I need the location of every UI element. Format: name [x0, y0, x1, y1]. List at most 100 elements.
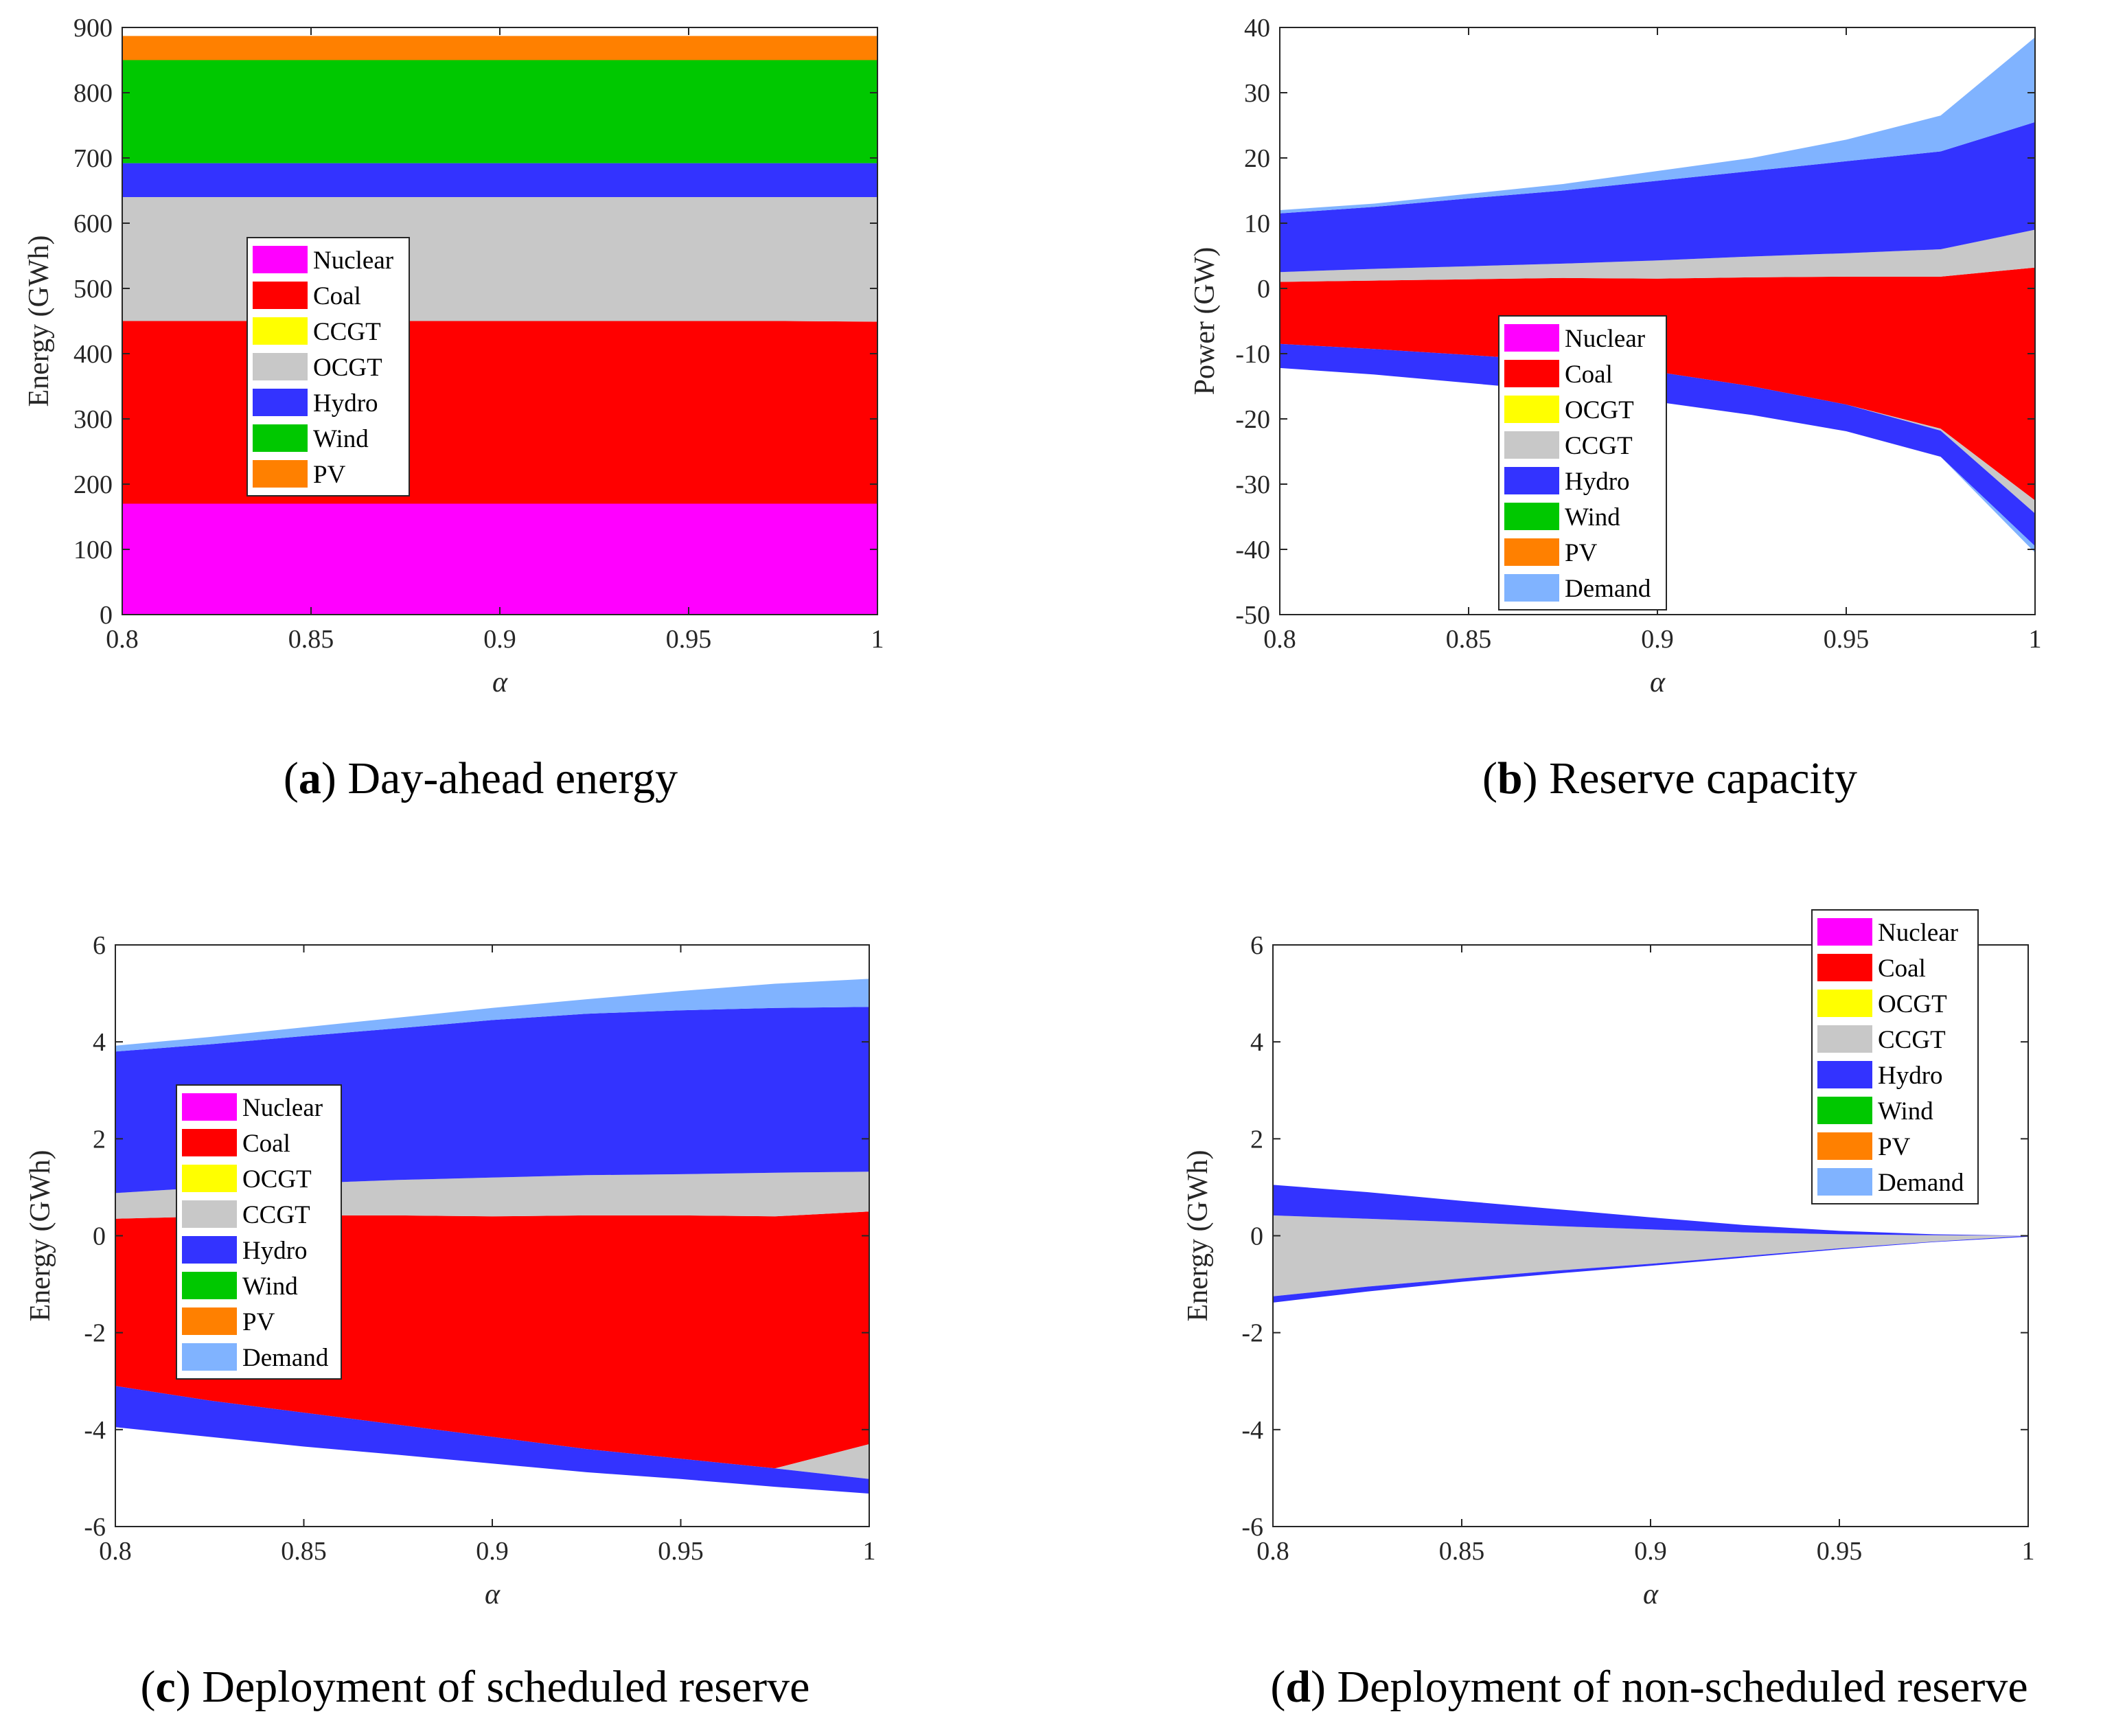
- legend: Nuclear Coal OCGT CCGT Hydro Wind PV Demand: [1498, 315, 1667, 610]
- y-tick-label: 300: [73, 405, 113, 434]
- y-tick-label: 20: [1244, 144, 1270, 173]
- x-axis-label: α: [485, 1579, 501, 1610]
- y-tick-label: -50: [1235, 601, 1270, 630]
- legend-label-ocgt: OCGT: [242, 1165, 312, 1194]
- x-tick-label: 0.95: [658, 1537, 704, 1566]
- legend-label-coal: Coal: [242, 1130, 290, 1158]
- legend-label-wind: Wind: [313, 425, 369, 453]
- y-tick-label: -4: [1241, 1416, 1263, 1445]
- legend-swatch-ocgt: [182, 1165, 237, 1192]
- legend-label-hydro: Hydro: [1565, 468, 1630, 496]
- y-tick-label: -10: [1235, 340, 1270, 369]
- legend-label-wind: Wind: [1565, 503, 1620, 532]
- y-tick-label: 6: [1250, 931, 1263, 960]
- y-tick-label: -6: [1241, 1513, 1263, 1542]
- legend-label-demand: Demand: [1565, 575, 1651, 603]
- legend-label-demand: Demand: [242, 1344, 329, 1372]
- x-tick-label: 1: [863, 1537, 876, 1566]
- y-tick-label: 700: [73, 144, 113, 173]
- x-axis-label: α: [1650, 667, 1666, 698]
- legend-swatch-nuclear: [1817, 918, 1872, 946]
- legend-label-ocgt: OCGT: [1565, 396, 1634, 424]
- legend-swatch-coal: [182, 1129, 237, 1156]
- x-axis-label: α: [1643, 1579, 1659, 1610]
- y-tick-label: 2: [1250, 1125, 1263, 1154]
- x-tick-label: 0.85: [1446, 625, 1492, 654]
- legend-label-pv: PV: [1878, 1133, 1911, 1161]
- area-band-hydro: [115, 1386, 869, 1494]
- legend-swatch-hydro: [1817, 1061, 1872, 1088]
- legend-swatch-nuclear: [253, 246, 308, 273]
- legend-label-pv: PV: [1565, 539, 1598, 567]
- legend-label-coal: Coal: [313, 282, 361, 310]
- x-tick-label: 0.9: [483, 625, 516, 654]
- y-axis-label: Energy (GWh): [1182, 1150, 1214, 1322]
- panel-c: 0.8 0.85 0.9 0.95 1 -6 -4 -2 0 2 4 6 α Energy (GWh) Nu…: [25, 931, 876, 1712]
- legend: Nuclear Coal OCGT CCGT Hydro Wind PV Demand: [176, 1084, 342, 1380]
- legend-swatch-pv: [253, 460, 308, 488]
- legend-swatch-coal: [1817, 954, 1872, 981]
- y-axis-label: Energy (GWh): [23, 236, 55, 407]
- legend-swatch-wind: [182, 1272, 237, 1299]
- panel-caption: (b) Reserve capacity: [1482, 753, 1857, 803]
- legend: Nuclear Coal OCGT CCGT Hydro Wind PV Demand: [1811, 909, 1979, 1204]
- legend-label-ccgt: CCGT: [1565, 432, 1633, 460]
- area-band-ocgt: [122, 197, 877, 322]
- legend-label-coal: Coal: [1565, 361, 1613, 389]
- legend-label-ocgt: OCGT: [1878, 990, 1947, 1018]
- legend-swatch-wind: [1817, 1097, 1872, 1124]
- y-tick-label: 0: [93, 1222, 106, 1251]
- y-tick-label: -6: [84, 1513, 106, 1542]
- legend-label-ccgt: CCGT: [1878, 1026, 1946, 1054]
- legend-swatch-wind: [253, 424, 308, 452]
- y-tick-label: 0: [100, 601, 113, 630]
- area-band-demand: [1280, 37, 2035, 214]
- area-band-nuclear: [122, 503, 877, 615]
- y-tick-label: 40: [1244, 14, 1270, 43]
- x-tick-label: 0.8: [1263, 625, 1296, 654]
- y-tick-label: -2: [84, 1319, 106, 1348]
- legend-label-hydro: Hydro: [313, 389, 378, 418]
- y-tick-label: 200: [73, 470, 113, 499]
- legend-swatch-wind: [1504, 503, 1559, 530]
- y-tick-label: 30: [1244, 79, 1270, 108]
- x-tick-label: 1: [2022, 1537, 2035, 1566]
- panel-caption: (d) Deployment of non-scheduled reserve: [1270, 1662, 2027, 1712]
- y-tick-label: -2: [1241, 1319, 1263, 1348]
- x-axis-label: α: [492, 667, 508, 698]
- panel-caption: (c) Deployment of scheduled reserve: [141, 1662, 810, 1712]
- legend: Nuclear Coal CCGT OCGT Hydro Wind PV: [246, 237, 410, 496]
- y-tick-label: 4: [1250, 1028, 1263, 1057]
- panel-caption: (a) Day-ahead energy: [284, 753, 678, 803]
- y-axis-label: Energy (GWh): [25, 1150, 56, 1322]
- legend-swatch-coal: [253, 282, 308, 309]
- legend-label-pv: PV: [313, 461, 346, 489]
- area-band-coal: [122, 321, 877, 504]
- legend-label-nuclear: Nuclear: [1878, 919, 1958, 947]
- panel-b: 0.8 0.85 0.9 0.95 1 -50 -40 -30 -20 -10 0 10 20 30 40 α…: [1189, 14, 2042, 803]
- legend-swatch-hydro: [253, 389, 308, 416]
- legend-swatch-ccgt: [253, 317, 308, 345]
- x-tick-label: 1: [871, 625, 884, 654]
- legend-label-ccgt: CCGT: [313, 318, 381, 346]
- legend-swatch-pv: [1504, 538, 1559, 566]
- panel-d: 0.8 0.85 0.9 0.95 1 -6 -4 -2 0 2 4 6 α Energy (GWh) Nu…: [1182, 909, 2035, 1712]
- legend-label-wind: Wind: [1878, 1097, 1933, 1126]
- legend-label-wind: Wind: [242, 1272, 298, 1301]
- area-band-hydro: [122, 163, 877, 197]
- panel-a: 0.8 0.85 0.9 0.95 1 0 100 200 300 400 500 600 700 800…: [23, 14, 884, 803]
- legend-swatch-pv: [1817, 1132, 1872, 1160]
- y-tick-label: -30: [1235, 470, 1270, 499]
- y-tick-label: 600: [73, 209, 113, 238]
- x-tick-label: 0.9: [476, 1537, 509, 1566]
- area-band-wind: [122, 60, 877, 163]
- x-tick-label: 0.9: [1641, 625, 1674, 654]
- y-tick-label: 800: [73, 79, 113, 108]
- y-tick-label: 0: [1257, 275, 1270, 304]
- legend-swatch-ccgt: [1817, 1025, 1872, 1053]
- y-tick-label: 4: [93, 1028, 106, 1057]
- x-tick-label: 0.8: [1256, 1537, 1289, 1566]
- area-band-hydro: [1273, 1185, 2028, 1236]
- area-band-hydro: [1280, 122, 2035, 273]
